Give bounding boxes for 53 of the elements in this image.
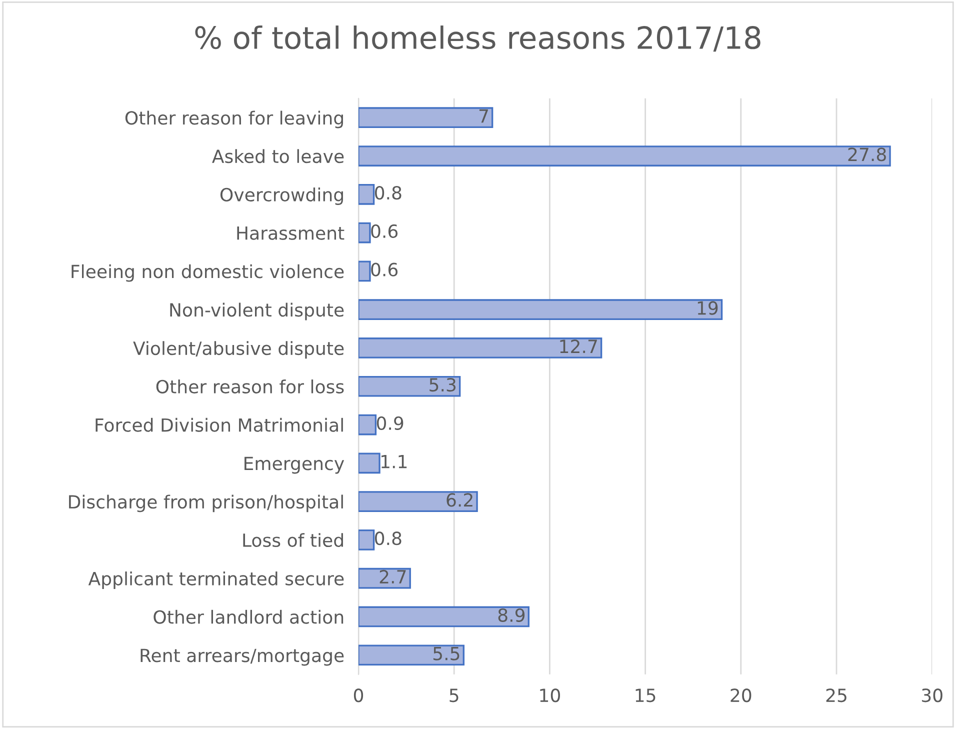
bar [358, 644, 464, 666]
y-tick-label: Other landlord action [154, 610, 344, 624]
bar [358, 146, 891, 166]
bar [358, 376, 461, 397]
y-tick-label: Other reason for leaving [125, 110, 343, 128]
data-label: 8.9 [498, 608, 525, 622]
data-label: 1.1 [382, 454, 407, 468]
y-tick-label: Non-violent dispute [170, 302, 344, 320]
y-tick-label: Loss of tied [243, 533, 343, 548]
bar [358, 260, 371, 282]
y-tick-label: Forced Division Matrimonial [96, 418, 343, 432]
y-tick-label: Emergency [244, 456, 344, 474]
bar [358, 184, 375, 205]
bar [358, 414, 377, 436]
bar [358, 530, 375, 550]
y-tick-label: Fleeing non domestic violence [72, 264, 344, 282]
data-label: 5.5 [433, 646, 460, 660]
data-label: 6.2 [446, 493, 472, 507]
data-label: 12.7 [560, 340, 597, 353]
data-label: 27.8 [848, 148, 886, 162]
chart-title: % of total homeless reasons 2017/18 [195, 26, 760, 52]
data-label: 0.9 [376, 416, 404, 430]
x-tick-label: 30 [922, 688, 942, 702]
data-label: 0.6 [371, 224, 398, 238]
data-label: 0.6 [371, 262, 398, 276]
bar [358, 338, 602, 358]
y-tick-label: Harassment [237, 226, 344, 240]
bar [358, 107, 494, 128]
data-label: 19 [698, 301, 718, 315]
x-tick-label: 20 [730, 688, 752, 702]
data-label: 7 [479, 109, 488, 123]
y-tick-label: Violent/abusive dispute [133, 341, 344, 359]
bar [358, 491, 478, 512]
y-tick-label: Rent arrears/mortgage [140, 648, 344, 666]
x-tick-label: 0 [354, 688, 364, 702]
data-label: 0.8 [374, 532, 402, 546]
x-tick-label: 5 [450, 688, 458, 702]
y-tick-label: Overcrowding [220, 188, 343, 206]
x-tick-label: 15 [636, 688, 656, 702]
bar [358, 452, 380, 474]
bar [358, 222, 371, 244]
y-tick-label: Applicant terminated secure [88, 571, 344, 589]
bar [358, 606, 530, 628]
data-label: 0.8 [374, 186, 402, 200]
data-label: 5.3 [430, 378, 456, 392]
y-tick-label: Other reason for loss [156, 380, 344, 394]
bar [358, 299, 723, 320]
data-label: 2.7 [380, 570, 406, 584]
bar [358, 568, 411, 589]
x-tick-label: 25 [826, 688, 846, 702]
y-tick-label: Asked to leave [212, 149, 344, 164]
x-tick-label: 10 [540, 688, 560, 702]
y-tick-label: Discharge from prison/hospital [69, 494, 343, 512]
